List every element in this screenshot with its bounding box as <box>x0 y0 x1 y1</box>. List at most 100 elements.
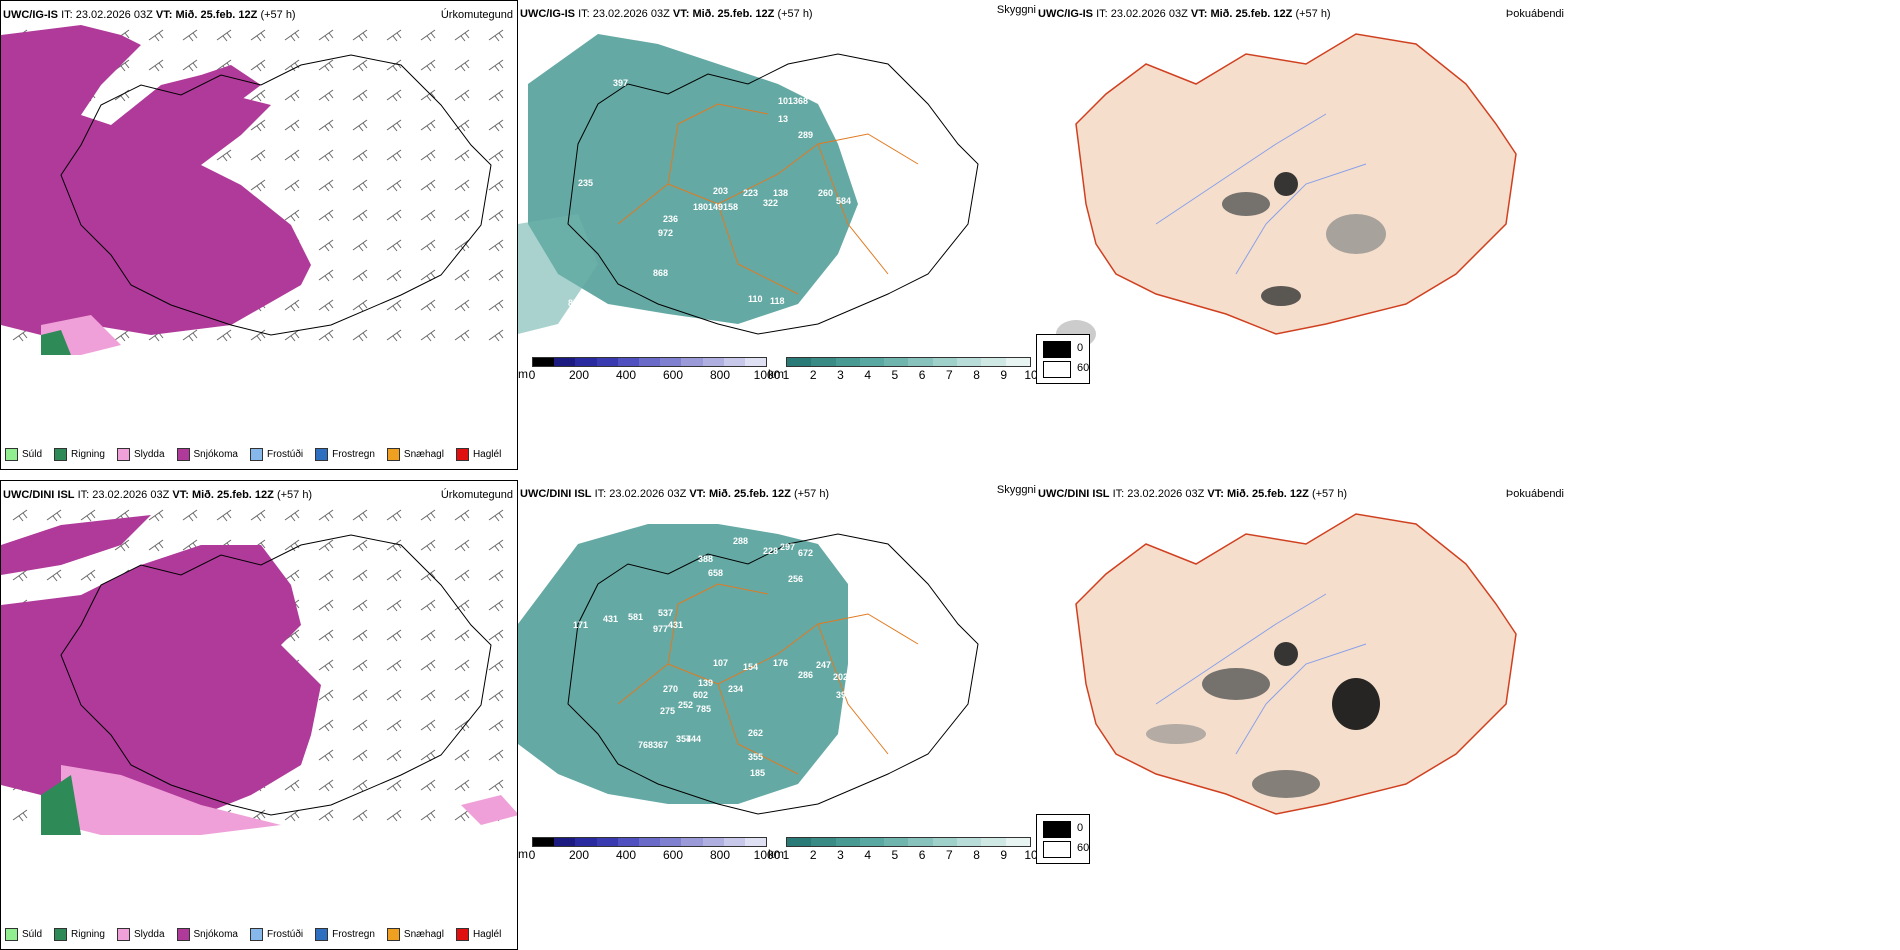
wind-barb-icon <box>352 629 368 642</box>
legend-item: Frostregn <box>315 448 375 461</box>
colorbar-tick: 200 <box>568 368 590 382</box>
wind-barb-icon <box>284 299 300 312</box>
panel-title: Þokuábendi <box>1505 8 1564 20</box>
wind-barb-icon <box>318 779 334 792</box>
fog-index-panel: UWC/DINI ISL IT: 23.02.2026 03Z VT: Mið.… <box>1036 480 1566 950</box>
colorbar-tick: 0 <box>528 848 536 862</box>
panel-title: Skyggni <box>996 4 1036 16</box>
wind-barb-icon <box>386 329 402 342</box>
colorbar-tick: 10 <box>1024 848 1038 862</box>
wind-barb-icon <box>318 689 334 702</box>
wind-barb-icon <box>488 299 504 312</box>
wind-barb-icon <box>352 719 368 732</box>
wind-barb-icon <box>352 239 368 252</box>
panel-header: UWC/DINI ISL IT: 23.02.2026 03Z VT: Mið.… <box>1038 488 1348 500</box>
wind-barb-icon <box>284 329 300 342</box>
colorbar-segment <box>932 838 958 846</box>
legend-swatch <box>116 928 130 941</box>
wind-barb-icon <box>488 749 504 762</box>
wind-barb-icon <box>420 149 436 162</box>
visibility-value-label: 431 <box>603 614 618 624</box>
wind-barb-icon <box>488 629 504 642</box>
colorbar-segment <box>811 838 836 846</box>
colorbar-segment <box>835 838 860 846</box>
colorbar-tick: 5 <box>891 368 899 382</box>
visibility-value-label: 110 <box>748 294 763 304</box>
panel-title: Úrkomutegund <box>440 489 513 501</box>
visibility-value-label: 768 <box>638 740 653 750</box>
wind-barb-icon <box>420 569 436 582</box>
wind-barb-icon <box>352 299 368 312</box>
wind-barb-icon <box>352 539 368 552</box>
colorbar-segment <box>681 838 703 846</box>
wind-barb-icon <box>454 119 470 132</box>
wind-barb-icon <box>386 59 402 72</box>
visibility-value-label: 322 <box>763 198 778 208</box>
colorbar-segment <box>702 838 724 846</box>
fog-patch <box>1274 642 1298 666</box>
rain-area <box>41 775 81 835</box>
wind-barb-icon <box>454 179 470 192</box>
precip-map <box>1 509 517 835</box>
fog-legend-swatch-light <box>1043 841 1071 858</box>
colorbar-tick: 9 <box>1000 368 1008 382</box>
colorbar-segment <box>981 358 1006 366</box>
colorbar-tick: 6 <box>918 368 926 382</box>
snow-area-north <box>1 515 151 575</box>
wind-barb-icon <box>318 659 334 672</box>
precip-legend: Súld Rigning Slydda Snjókoma Frostúði Fr… <box>5 928 501 941</box>
iceland-outline <box>60 534 492 816</box>
wind-barb-icon <box>386 239 402 252</box>
colorbar-segment <box>787 358 812 366</box>
visibility-value-label: 972 <box>658 228 673 238</box>
wind-barb-icon <box>284 779 300 792</box>
wind-barb-icon <box>386 29 402 42</box>
wind-barb-icon <box>250 89 266 102</box>
fog-map <box>1075 513 1517 815</box>
legend-item: Rigning <box>54 928 105 941</box>
colorbar-tick: 8 <box>973 368 980 382</box>
wind-barb-icon <box>352 209 368 222</box>
visibility-value-label: 101368 <box>778 96 808 106</box>
wind-barb-icon <box>420 179 436 192</box>
wind-barb-icon <box>454 149 470 162</box>
wind-barb-icon <box>386 719 402 732</box>
wind-barb-icon <box>12 509 28 522</box>
wind-barb-icon <box>182 29 198 42</box>
wind-barb-icon <box>454 29 470 42</box>
colorbar-tick: 1 <box>782 848 790 862</box>
wind-barb-icon <box>318 719 334 732</box>
visibility-value-label: 397 <box>613 78 628 88</box>
wind-barb-icon <box>216 149 232 162</box>
wind-barb-icon <box>488 59 504 72</box>
visibility-value-label: 672 <box>798 548 813 558</box>
wind-barb-icon <box>284 89 300 102</box>
wind-barb-icon <box>386 299 402 312</box>
visibility-value-label: 288 <box>733 536 748 546</box>
legend-swatch <box>176 928 190 941</box>
wind-barb-icon <box>488 149 504 162</box>
wind-barb-icon <box>454 299 470 312</box>
wind-barb-icon <box>148 59 164 72</box>
colorbar-segment <box>702 358 724 366</box>
wind-barb-icon <box>80 569 96 582</box>
panel-title: Skyggni <box>996 484 1036 496</box>
legend-item: Snæhagl <box>386 448 444 461</box>
wind-barb-icon <box>318 119 334 132</box>
wind-barb-icon <box>216 29 232 42</box>
colorbar-tick: 2 <box>809 848 817 862</box>
wind-barb-icon <box>12 569 28 582</box>
visibility-value-label: 286 <box>798 670 813 680</box>
colorbar-tick: 3 <box>837 848 844 862</box>
wind-barb-icon <box>318 239 334 252</box>
colorbar-segment <box>596 838 618 846</box>
legend-swatch <box>249 448 263 461</box>
wind-barb-icon <box>352 779 368 792</box>
wind-barb-icon <box>46 509 62 522</box>
visibility-value-label: 297 <box>780 542 795 552</box>
wind-barb-icon <box>352 599 368 612</box>
snow-area-north <box>171 65 261 120</box>
legend-swatch <box>315 928 329 941</box>
